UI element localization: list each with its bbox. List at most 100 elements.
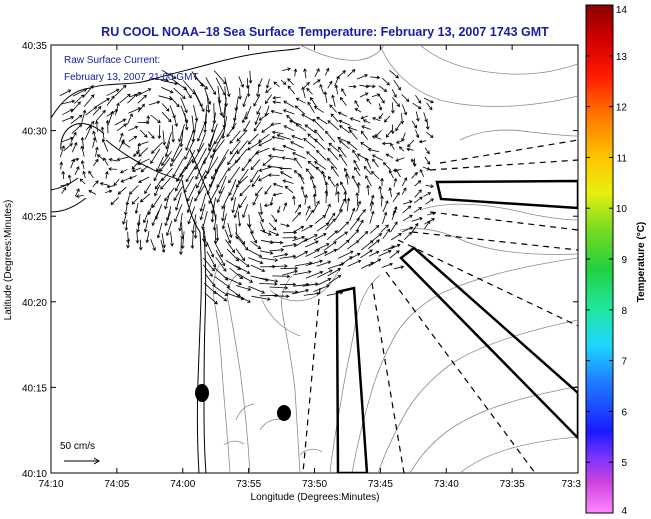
current-vector [283, 125, 294, 131]
current-vector [391, 209, 397, 221]
colorbar-tick-label: 4 [621, 506, 627, 517]
current-vector [305, 259, 323, 266]
current-vector [174, 174, 184, 192]
current-vector [59, 145, 65, 158]
current-vector [215, 224, 220, 242]
current-vector [313, 200, 320, 213]
current-vector [385, 153, 394, 159]
current-vector [400, 113, 405, 125]
current-vector [331, 94, 336, 107]
overlay-line-2: February 13, 2007 21:00 GMT [64, 72, 199, 83]
current-vector [378, 249, 392, 257]
current-vector [161, 103, 170, 112]
current-vector [80, 136, 85, 150]
current-vector [307, 160, 318, 170]
current-vector [228, 166, 241, 184]
current-vector [306, 87, 313, 95]
current-vector [61, 99, 76, 105]
current-vector [60, 182, 70, 187]
current-vector [395, 157, 405, 162]
current-vector [303, 291, 321, 296]
current-vector [281, 156, 295, 160]
current-vector [186, 196, 194, 214]
current-vector [201, 223, 206, 243]
current-vector [147, 131, 155, 139]
current-vector [241, 111, 248, 124]
current-vector [292, 211, 301, 222]
current-vector [176, 166, 186, 183]
current-vector [402, 226, 414, 233]
current-vector [328, 142, 340, 153]
current-vector [292, 225, 305, 233]
current-vector [367, 239, 380, 250]
current-vector [401, 104, 408, 116]
current-vector [128, 185, 139, 195]
current-vector [371, 93, 381, 98]
current-vector [378, 103, 383, 111]
current-vector [325, 130, 336, 143]
current-vector [390, 124, 395, 135]
current-vector [128, 125, 139, 132]
current-vector [247, 257, 264, 265]
current-vector [302, 282, 319, 287]
current-vector [328, 274, 342, 285]
current-vector [327, 262, 345, 270]
current-vector [415, 129, 420, 139]
current-vector [282, 67, 291, 72]
current-vector [291, 135, 303, 141]
current-vector [203, 282, 217, 295]
current-vector [280, 79, 287, 85]
current-vector [190, 231, 195, 249]
current-vector [287, 78, 294, 86]
current-vector [140, 165, 149, 173]
current-vector [101, 138, 109, 152]
current-vector [340, 181, 347, 193]
current-vector [236, 130, 248, 142]
current-vector [314, 161, 327, 170]
current-vector [238, 87, 242, 100]
current-vector [365, 175, 372, 187]
current-vector [424, 220, 431, 230]
current-vector [229, 267, 244, 280]
current-vector [251, 175, 261, 188]
current-vector [116, 123, 128, 132]
current-vector [183, 86, 192, 99]
current-vector [210, 139, 225, 159]
current-vector [271, 130, 284, 135]
current-vector [339, 256, 353, 267]
current-vector [242, 95, 248, 108]
current-vector [287, 85, 296, 95]
current-vector [85, 106, 98, 116]
current-vector [239, 184, 251, 197]
current-vector [92, 106, 102, 116]
plot-area [50, 44, 579, 474]
current-vector [224, 228, 232, 244]
colorbar-tick-label: 14 [616, 5, 628, 16]
shipping-lanes [335, 179, 578, 473]
overlay-line-1: Raw Surface Current: [64, 55, 160, 66]
current-vector [390, 243, 401, 250]
current-vector [292, 152, 307, 159]
current-vector [395, 122, 402, 132]
current-vector [305, 209, 314, 221]
current-vector [136, 214, 141, 227]
current-vector [187, 206, 196, 225]
y-tick-label: 40:30 [22, 127, 47, 138]
current-vector [248, 285, 266, 294]
current-vector [415, 111, 420, 122]
current-vector [414, 189, 422, 198]
current-vector [174, 203, 183, 223]
current-vector [294, 105, 306, 115]
current-vector [131, 159, 141, 170]
current-vector [133, 149, 141, 157]
current-vector [402, 214, 413, 222]
current-vector [173, 186, 183, 202]
current-vector [271, 135, 285, 140]
current-vector [151, 210, 159, 227]
current-vector [134, 203, 139, 214]
current-vector [61, 116, 75, 122]
current-vector [323, 241, 337, 251]
current-vector [331, 165, 339, 177]
y-tick-label: 40:10 [22, 469, 47, 480]
current-vector [423, 97, 434, 104]
